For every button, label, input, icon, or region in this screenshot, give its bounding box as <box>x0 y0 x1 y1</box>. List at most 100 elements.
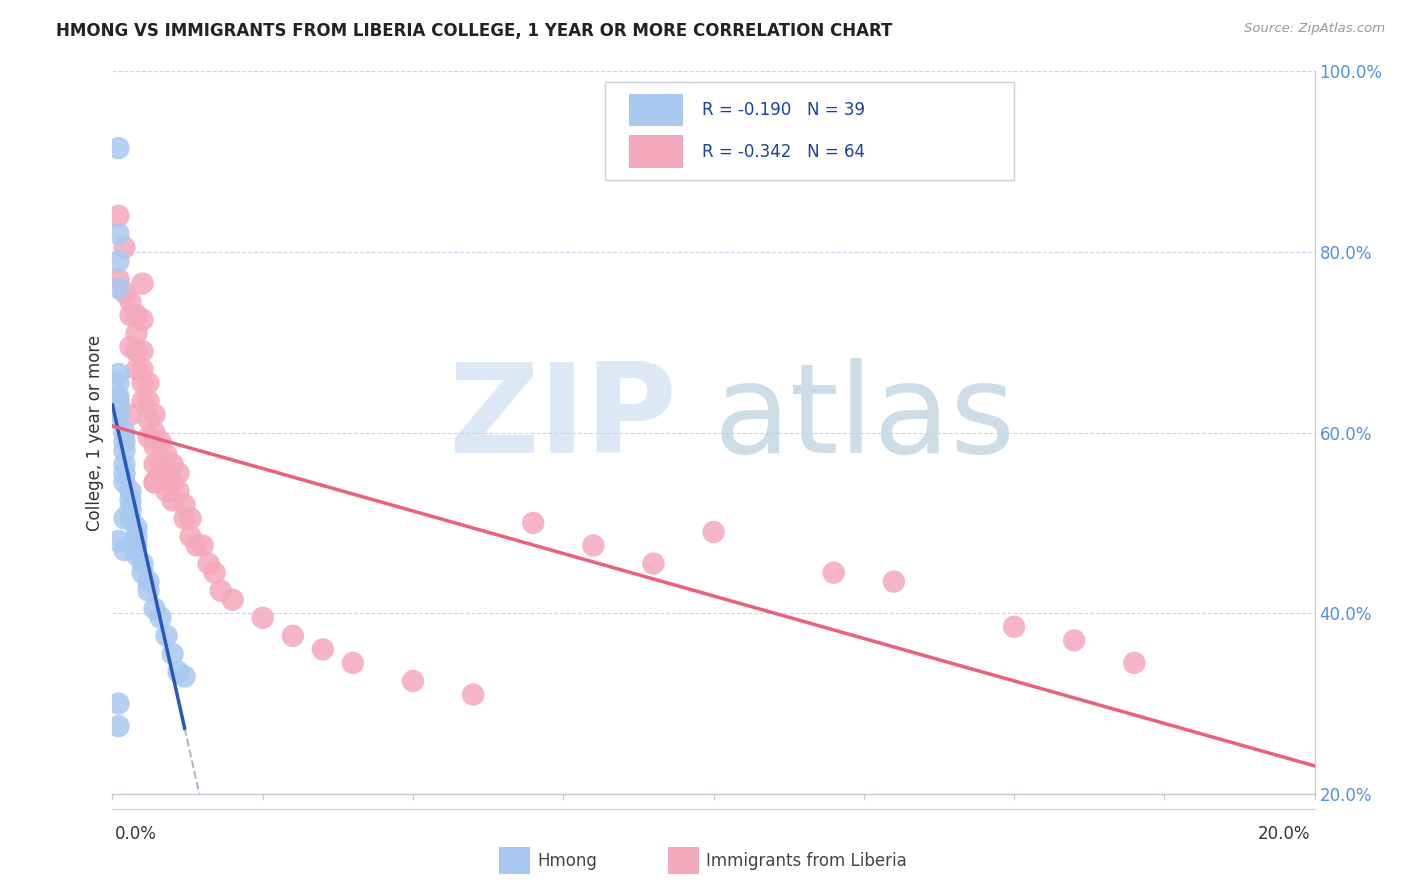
Point <box>125 362 148 376</box>
Point <box>149 452 172 467</box>
Point <box>138 412 160 426</box>
Point <box>120 511 142 525</box>
Point <box>643 557 665 571</box>
Point <box>131 376 153 390</box>
Point <box>823 566 845 580</box>
Point <box>114 511 136 525</box>
Point <box>131 394 153 409</box>
Point <box>162 475 184 490</box>
Point <box>173 669 195 683</box>
Point <box>120 340 142 354</box>
Text: R = -0.190   N = 39: R = -0.190 N = 39 <box>702 101 865 120</box>
Point <box>209 583 232 598</box>
Point <box>155 629 177 643</box>
Point <box>1063 633 1085 648</box>
Point <box>582 539 605 553</box>
Point <box>143 425 166 440</box>
Text: atlas: atlas <box>713 358 1015 479</box>
Point <box>107 272 129 286</box>
Text: R = -0.342   N = 64: R = -0.342 N = 64 <box>702 143 865 161</box>
Point <box>114 543 136 558</box>
Text: Hmong: Hmong <box>537 852 598 870</box>
Point <box>120 408 142 422</box>
Point <box>107 697 129 711</box>
Point <box>131 277 153 291</box>
Point <box>143 475 166 490</box>
Point <box>107 533 129 548</box>
Text: 20.0%: 20.0% <box>1258 825 1310 843</box>
Point <box>120 308 142 322</box>
Point <box>173 511 195 525</box>
Point <box>107 141 129 155</box>
Point <box>143 408 166 422</box>
Point <box>162 493 184 508</box>
Bar <box>630 136 683 168</box>
Point <box>125 326 148 341</box>
Text: HMONG VS IMMIGRANTS FROM LIBERIA COLLEGE, 1 YEAR OR MORE CORRELATION CHART: HMONG VS IMMIGRANTS FROM LIBERIA COLLEGE… <box>56 22 893 40</box>
Point <box>107 403 129 417</box>
Point <box>461 688 484 702</box>
Point <box>120 294 142 309</box>
Point <box>162 647 184 661</box>
Point <box>138 583 160 598</box>
Point <box>107 412 129 426</box>
Point <box>107 209 129 223</box>
Point <box>155 467 177 481</box>
Point <box>125 344 148 359</box>
Point <box>312 642 335 657</box>
Point <box>149 611 172 625</box>
Point <box>131 566 153 580</box>
Point <box>138 394 160 409</box>
Point <box>131 344 153 359</box>
Point <box>125 520 148 534</box>
Point <box>180 511 202 525</box>
Point <box>342 656 364 670</box>
Point <box>162 457 184 471</box>
Point <box>1123 656 1146 670</box>
Point <box>149 467 172 481</box>
Point <box>107 394 129 409</box>
FancyBboxPatch shape <box>606 82 1014 180</box>
Point <box>167 467 190 481</box>
Point <box>114 475 136 490</box>
Y-axis label: College, 1 year or more: College, 1 year or more <box>86 334 104 531</box>
Point <box>120 484 142 499</box>
Point <box>222 592 245 607</box>
Point <box>186 539 208 553</box>
Bar <box>630 94 683 127</box>
Point <box>167 484 190 499</box>
Point <box>114 285 136 300</box>
Point <box>149 434 172 449</box>
Point <box>125 308 148 322</box>
Point <box>125 529 148 543</box>
Text: Source: ZipAtlas.com: Source: ZipAtlas.com <box>1244 22 1385 36</box>
Point <box>114 457 136 471</box>
Text: Immigrants from Liberia: Immigrants from Liberia <box>706 852 907 870</box>
Point <box>138 376 160 390</box>
Point <box>155 448 177 462</box>
Point <box>197 557 219 571</box>
Text: 0.0%: 0.0% <box>115 825 157 843</box>
Point <box>107 367 129 381</box>
Point <box>143 475 166 490</box>
Point <box>138 430 160 444</box>
Point <box>125 548 148 562</box>
Point <box>107 389 129 403</box>
Point <box>173 498 195 512</box>
Point <box>138 574 160 589</box>
Point <box>143 601 166 615</box>
Point <box>883 574 905 589</box>
Point <box>402 673 425 688</box>
Point <box>155 484 177 499</box>
Point <box>167 665 190 679</box>
Point <box>180 529 202 543</box>
Point <box>125 539 148 553</box>
Point <box>281 629 304 643</box>
Point <box>107 254 129 268</box>
Point <box>131 312 153 326</box>
Point <box>131 557 153 571</box>
Point <box>107 376 129 390</box>
Point <box>114 425 136 440</box>
Point <box>114 467 136 481</box>
Point <box>204 566 226 580</box>
